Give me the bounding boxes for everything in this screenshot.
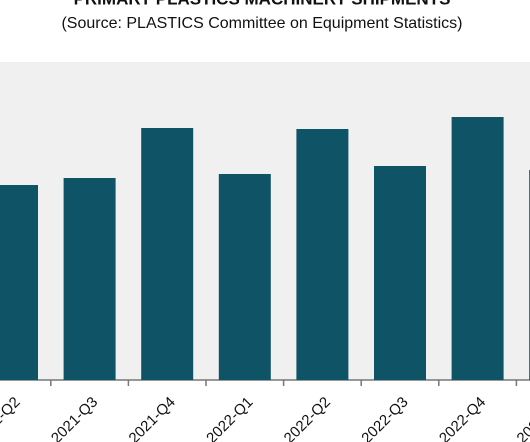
x-tick-label: 2021-Q3 (48, 394, 101, 442)
bar (0, 185, 38, 380)
x-tick-label: 2022-Q3 (358, 394, 411, 442)
x-tick-label: 2022-Q1 (203, 394, 256, 442)
x-tick-label: 2021-Q4 (126, 394, 179, 442)
bar (141, 128, 194, 380)
chart-title: PRIMARY PLASTICS MACHINERY SHIPMENTS (74, 0, 451, 8)
x-tick-label: 2022-Q4 (436, 394, 489, 442)
x-tick-label: 2021-Q2 (0, 394, 24, 442)
bar (451, 117, 504, 380)
chart-subtitle: (Source: PLASTICS Committee on Equipment… (61, 15, 462, 32)
bar (296, 129, 349, 380)
x-tick-label: 2023-Q1 (514, 394, 530, 442)
bar (218, 174, 271, 380)
bar (374, 166, 426, 380)
x-tick-label: 2022-Q2 (281, 394, 334, 442)
bar (63, 178, 116, 380)
